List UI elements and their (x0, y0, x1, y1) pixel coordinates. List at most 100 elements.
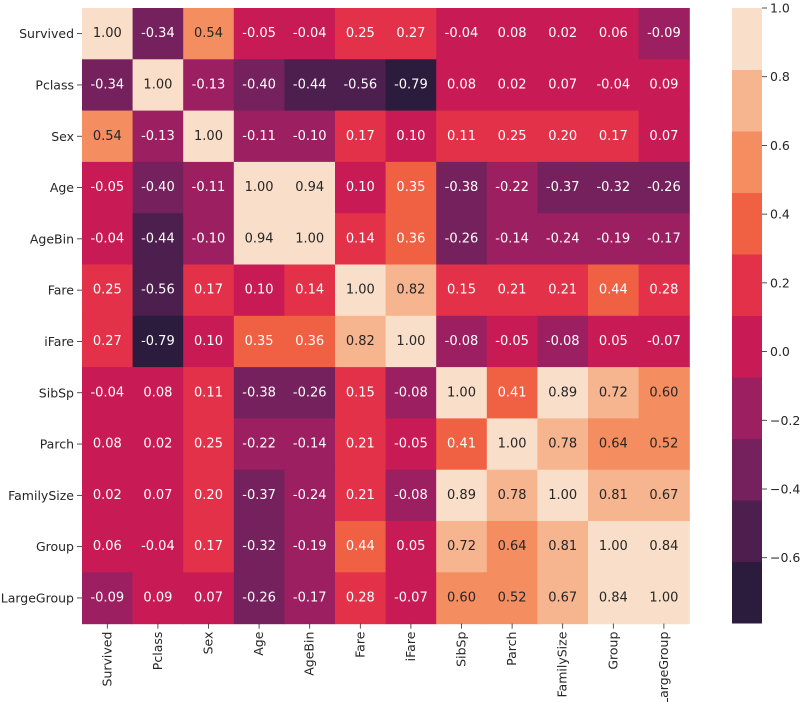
heatmap-cell (233, 59, 285, 112)
x-tick-label: Parch (504, 632, 519, 666)
heatmap-cell (132, 59, 184, 112)
y-tick-label: Sex (51, 129, 74, 144)
heatmap-cell (588, 8, 640, 60)
cell-value-label: 0.64 (599, 437, 628, 452)
heatmap-cell (537, 418, 589, 471)
heatmap-cell (486, 264, 538, 317)
cell-value-label: 0.07 (143, 488, 172, 503)
heatmap-cell (82, 264, 134, 317)
heatmap-cell (284, 264, 336, 317)
cell-value-label: 0.25 (346, 26, 375, 41)
cell-value-label: 0.15 (346, 385, 375, 400)
heatmap-cell (537, 110, 589, 163)
heatmap-cell (588, 161, 640, 214)
heatmap-cell (335, 161, 387, 214)
y-axis-tick-labels: Survived Pclass Sex Age AgeBin Fare iFare SibSp… (1, 26, 82, 605)
heatmap-cell (588, 469, 640, 522)
cell-value-label: 0.52 (649, 437, 678, 452)
cell-value-label: 1.00 (396, 334, 425, 349)
cell-value-label: 0.15 (447, 283, 476, 298)
heatmap-cell (284, 59, 336, 112)
colorbar-segment (732, 438, 762, 501)
heatmap-cell (588, 264, 640, 317)
cell-value-label: -0.14 (293, 437, 327, 452)
cell-value-label: 0.54 (93, 129, 122, 144)
heatmap-cell (638, 469, 690, 522)
cell-value-label: -0.79 (141, 334, 175, 349)
y-tick-label: Survived (19, 26, 74, 41)
heatmap-cell (436, 59, 488, 112)
cell-value-label: 0.02 (498, 77, 527, 92)
cell-value-label: 0.17 (346, 129, 375, 144)
heatmap-cell (638, 161, 690, 214)
cell-value-label: 0.10 (194, 334, 223, 349)
heatmap-cell (385, 213, 437, 266)
heatmap-cell (385, 8, 437, 60)
y-tick-label: SibSp (39, 385, 74, 400)
heatmap-cell (82, 521, 134, 573)
heatmap-cell (132, 418, 184, 471)
cell-value-label: 1.00 (498, 437, 527, 452)
cell-value-label: 0.07 (649, 129, 678, 144)
cell-value-label: 0.09 (649, 77, 678, 92)
heatmap-cell (436, 521, 488, 573)
heatmap-cell (132, 110, 184, 163)
x-tick-label: LargeGroup (656, 632, 671, 702)
heatmap-cell (82, 367, 134, 419)
heatmap-cell (183, 521, 235, 573)
cell-value-label: -0.11 (242, 129, 276, 144)
cell-value-label: 0.67 (649, 488, 678, 503)
cell-value-label: -0.05 (495, 334, 529, 349)
cell-value-label: 0.28 (346, 590, 375, 605)
heatmap-cell (284, 110, 336, 163)
cell-value-label: -0.79 (394, 77, 428, 92)
cell-value-label: 0.08 (93, 437, 122, 452)
cell-value-label: 0.17 (194, 283, 223, 298)
cell-value-label: 0.20 (194, 488, 223, 503)
cell-value-label: 1.00 (548, 488, 577, 503)
cell-value-label: -0.13 (192, 77, 226, 92)
x-tick-label: Age (251, 631, 266, 655)
heatmap-cell (335, 264, 387, 317)
cell-value-label: -0.56 (141, 283, 175, 298)
heatmap-cell (335, 521, 387, 573)
heatmap-cell (284, 213, 336, 266)
cell-value-label: -0.37 (242, 488, 276, 503)
cell-value-label: 1.00 (599, 539, 628, 554)
cell-value-label: 0.21 (498, 283, 527, 298)
heatmap-cell (183, 213, 235, 266)
cell-value-label: -0.07 (647, 334, 681, 349)
heatmap-cell (638, 418, 690, 471)
heatmap-cell-labels: 1.00 -0.34 0.54 -0.05 -0.04 0.25 0.27 -0.04 0.08… (90, 26, 680, 605)
heatmap-cell (537, 572, 589, 625)
heatmap-cell (233, 315, 285, 368)
cell-value-label: -0.44 (141, 231, 175, 246)
heatmap-cell (183, 8, 235, 60)
cell-value-label: -0.04 (445, 26, 479, 41)
cell-value-label: -0.14 (495, 231, 529, 246)
heatmap-cell (284, 521, 336, 573)
cell-value-label: 0.35 (245, 334, 274, 349)
heatmap-cell (588, 572, 640, 625)
cell-value-label: 0.44 (346, 539, 375, 554)
heatmap-cell (638, 59, 690, 112)
heatmap-cell (183, 161, 235, 214)
heatmap-cell (537, 469, 589, 522)
heatmap-cell (436, 367, 488, 419)
heatmap-cell (183, 110, 235, 163)
cell-value-label: 0.10 (245, 283, 274, 298)
colorbar-tick-label: 0.6 (770, 138, 790, 153)
heatmap-cell (537, 161, 589, 214)
heatmap-cell (284, 8, 336, 60)
cell-value-label: 0.09 (143, 590, 172, 605)
cell-value-label: -0.26 (445, 231, 479, 246)
heatmap-cell (638, 110, 690, 163)
y-tick-label: Parch (40, 437, 74, 452)
heatmap-cell (385, 418, 437, 471)
cell-value-label: 0.94 (295, 180, 324, 195)
heatmap-cell (537, 8, 589, 60)
cell-value-label: 0.35 (396, 180, 425, 195)
heatmap-cell (335, 469, 387, 522)
heatmap-cell (385, 161, 437, 214)
heatmap-cell (284, 572, 336, 625)
